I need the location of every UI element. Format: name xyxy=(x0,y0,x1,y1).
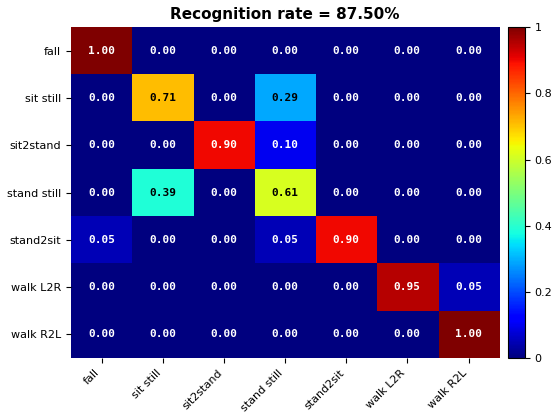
Text: 0.00: 0.00 xyxy=(272,46,298,56)
Text: 0.00: 0.00 xyxy=(333,282,360,292)
Text: 0.00: 0.00 xyxy=(394,140,421,150)
Text: 0.00: 0.00 xyxy=(88,329,115,339)
Text: 0.05: 0.05 xyxy=(272,235,298,245)
Text: 0.61: 0.61 xyxy=(272,188,298,197)
Text: 0.00: 0.00 xyxy=(394,93,421,103)
Text: 0.00: 0.00 xyxy=(149,329,176,339)
Text: 0.00: 0.00 xyxy=(149,282,176,292)
Text: 0.39: 0.39 xyxy=(149,188,176,197)
Text: 0.00: 0.00 xyxy=(88,282,115,292)
Text: 0.95: 0.95 xyxy=(394,282,421,292)
Text: 0.00: 0.00 xyxy=(88,140,115,150)
Text: 0.00: 0.00 xyxy=(455,46,482,56)
Text: 0.00: 0.00 xyxy=(394,329,421,339)
Text: 0.00: 0.00 xyxy=(333,329,360,339)
Text: 0.00: 0.00 xyxy=(88,188,115,197)
Text: 0.05: 0.05 xyxy=(88,235,115,245)
Text: 0.00: 0.00 xyxy=(333,140,360,150)
Text: 0.00: 0.00 xyxy=(455,93,482,103)
Text: 0.00: 0.00 xyxy=(333,188,360,197)
Text: 0.00: 0.00 xyxy=(211,93,237,103)
Text: 0.00: 0.00 xyxy=(211,282,237,292)
Text: 0.00: 0.00 xyxy=(272,329,298,339)
Text: 0.00: 0.00 xyxy=(211,329,237,339)
Text: 1.00: 1.00 xyxy=(455,329,482,339)
Text: 0.00: 0.00 xyxy=(333,93,360,103)
Text: 0.00: 0.00 xyxy=(211,235,237,245)
Text: 0.00: 0.00 xyxy=(149,235,176,245)
Text: 0.00: 0.00 xyxy=(455,188,482,197)
Text: 0.29: 0.29 xyxy=(272,93,298,103)
Text: 0.00: 0.00 xyxy=(272,282,298,292)
Text: 0.00: 0.00 xyxy=(455,235,482,245)
Text: 0.00: 0.00 xyxy=(333,46,360,56)
Text: 0.00: 0.00 xyxy=(149,46,176,56)
Text: 0.00: 0.00 xyxy=(394,46,421,56)
Text: 0.00: 0.00 xyxy=(455,140,482,150)
Text: 0.00: 0.00 xyxy=(211,46,237,56)
Text: 0.00: 0.00 xyxy=(394,188,421,197)
Text: 0.90: 0.90 xyxy=(333,235,360,245)
Text: 0.00: 0.00 xyxy=(211,188,237,197)
Text: 0.71: 0.71 xyxy=(149,93,176,103)
Title: Recognition rate = 87.50%: Recognition rate = 87.50% xyxy=(170,7,400,22)
Text: 0.00: 0.00 xyxy=(394,235,421,245)
Text: 0.00: 0.00 xyxy=(149,140,176,150)
Text: 0.05: 0.05 xyxy=(455,282,482,292)
Text: 0.90: 0.90 xyxy=(211,140,237,150)
Text: 1.00: 1.00 xyxy=(88,46,115,56)
Text: 0.00: 0.00 xyxy=(88,93,115,103)
Text: 0.10: 0.10 xyxy=(272,140,298,150)
